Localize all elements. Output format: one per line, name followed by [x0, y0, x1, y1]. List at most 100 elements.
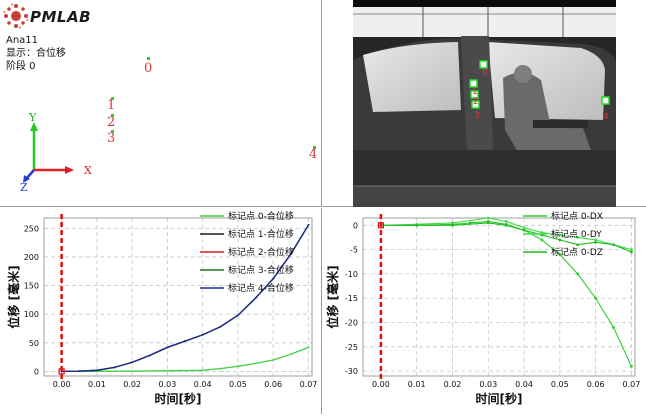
data-point — [612, 325, 615, 329]
y-tick-label: 250 — [24, 224, 39, 233]
marker-label-3: 3 — [107, 131, 116, 146]
data-point — [504, 223, 508, 227]
x-tick-label: 0.00 — [372, 380, 390, 389]
x-tick-label: 0.01 — [408, 380, 426, 389]
marker-point-4[interactable] — [313, 146, 316, 149]
x-tick-label: 0.07 — [623, 380, 641, 389]
data-point — [630, 248, 633, 251]
data-point — [558, 238, 562, 242]
y-tick-label: -25 — [345, 343, 358, 352]
data-point — [540, 238, 544, 242]
data-point — [451, 221, 454, 225]
x-tick-label: 0.03 — [159, 380, 177, 389]
marker-point-0[interactable] — [147, 57, 150, 60]
x-axis-label: 时间[秒] — [155, 391, 202, 406]
data-point — [254, 362, 257, 365]
series-line-2 — [61, 224, 310, 373]
data-point — [558, 233, 562, 237]
plot-frame — [43, 217, 313, 377]
resultant-displacement-chart-pane[interactable]: 0.00 0.01 0.02 0.03 0.04 0.05 0.06 0.07 0 50 100 15… — [0, 208, 322, 414]
data-point — [113, 366, 116, 369]
data-point — [307, 346, 310, 349]
legend-entry: 标记点 0-DX — [551, 210, 603, 222]
data-point — [272, 359, 275, 361]
data-point — [237, 365, 239, 368]
y-tick-label: 100 — [24, 310, 39, 319]
axis-triad-icon — [23, 122, 74, 183]
y-tick-label: -15 — [345, 294, 358, 303]
marker-point-1[interactable] — [111, 97, 114, 100]
viewer-3d-pane[interactable]: PMLAB Ana11 显示：合位移 阶段 0 0 1 2 3 4 Y X Z — [0, 0, 322, 207]
marker-point-3[interactable] — [111, 130, 114, 133]
data-point — [558, 253, 562, 256]
legend-entry: 标记点 4-合位移 — [228, 282, 294, 294]
video-frame-pane[interactable]: 0 1 2 3 4 — [323, 0, 646, 207]
data-point — [486, 216, 490, 220]
series-line-4 — [61, 224, 310, 373]
x-axis-label: 时间[秒] — [476, 391, 523, 406]
y-axis-label: 位移 [毫米] — [6, 265, 21, 328]
series-line-0 — [61, 346, 309, 373]
data-point — [131, 370, 134, 373]
marker-label-1: 1 — [107, 98, 116, 113]
data-point — [594, 296, 598, 300]
video-marker-2: 2 — [473, 97, 479, 107]
axis-y-label: Y — [29, 111, 37, 124]
data-point — [166, 369, 169, 372]
data-point — [219, 325, 222, 328]
data-point — [131, 361, 134, 364]
axis-x-label: X — [84, 164, 92, 177]
series-line-3 — [61, 224, 310, 373]
data-point — [254, 297, 257, 300]
cursor-marker — [377, 222, 384, 229]
data-point — [272, 277, 275, 280]
series-line-2 — [380, 222, 632, 253]
x-tick-label: 0.00 — [53, 380, 71, 389]
data-point — [219, 367, 222, 370]
data-point — [166, 346, 169, 349]
data-point — [594, 238, 598, 242]
legend-entry: 标记点 0-DZ — [551, 246, 603, 258]
data-point — [237, 314, 239, 317]
camera-frame: 0 1 2 3 4 — [353, 0, 616, 207]
legend-entry: 标记点 2-合位移 — [228, 246, 294, 258]
x-tick-label: 0.01 — [88, 380, 106, 389]
data-point — [576, 243, 580, 247]
stage-label: 阶段 0 — [6, 61, 36, 72]
resultant-displacement-chart[interactable]: 0.00 0.01 0.02 0.03 0.04 0.05 0.06 0.07 0 50 100 15… — [0, 208, 322, 414]
legend-entry: 标记点 0-合位移 — [228, 210, 294, 222]
y-axis-label: 位移 [毫米] — [325, 265, 340, 328]
data-point — [307, 223, 310, 226]
data-point — [486, 221, 490, 225]
data-point — [78, 370, 81, 373]
x-tick-label: 0.03 — [479, 380, 497, 389]
component-displacement-chart-pane[interactable]: 0.00 0.01 0.02 0.03 0.04 0.05 0.06 0.07 0 -5 -10 -1… — [323, 208, 646, 414]
y-tick-label: 50 — [29, 339, 39, 348]
data-point — [289, 353, 292, 356]
data-point — [630, 364, 633, 368]
marker-label-0: 0 — [144, 61, 153, 76]
marker-point-2[interactable] — [111, 114, 114, 117]
x-tick-label: 0.06 — [587, 380, 605, 389]
data-point — [576, 272, 580, 276]
legend-entry: 标记点 0-DY — [551, 228, 602, 240]
x-tick-label: 0.04 — [515, 380, 533, 389]
component-displacement-chart[interactable]: 0.00 0.01 0.02 0.03 0.04 0.05 0.06 0.07 0 -5 -10 -1… — [323, 208, 646, 414]
analysis-name: Ana11 — [6, 35, 39, 46]
data-point — [522, 228, 526, 232]
x-tick-label: 0.05 — [551, 380, 569, 389]
y-tick-label: -10 — [345, 270, 358, 279]
series-line-0 — [380, 220, 632, 367]
series-line-1 — [61, 224, 310, 373]
logo-text: PMLAB — [30, 8, 92, 26]
data-point — [289, 253, 292, 255]
data-point — [612, 243, 615, 247]
data-point — [630, 250, 633, 254]
y-tick-label: -5 — [350, 246, 358, 255]
data-point — [201, 369, 204, 372]
x-tick-label: 0.02 — [444, 380, 462, 389]
y-tick-label: 0 — [353, 221, 358, 230]
marker-label-2: 2 — [107, 115, 116, 130]
legend-entry: 标记点 1-合位移 — [228, 228, 294, 240]
x-tick-label: 0.02 — [123, 380, 141, 389]
